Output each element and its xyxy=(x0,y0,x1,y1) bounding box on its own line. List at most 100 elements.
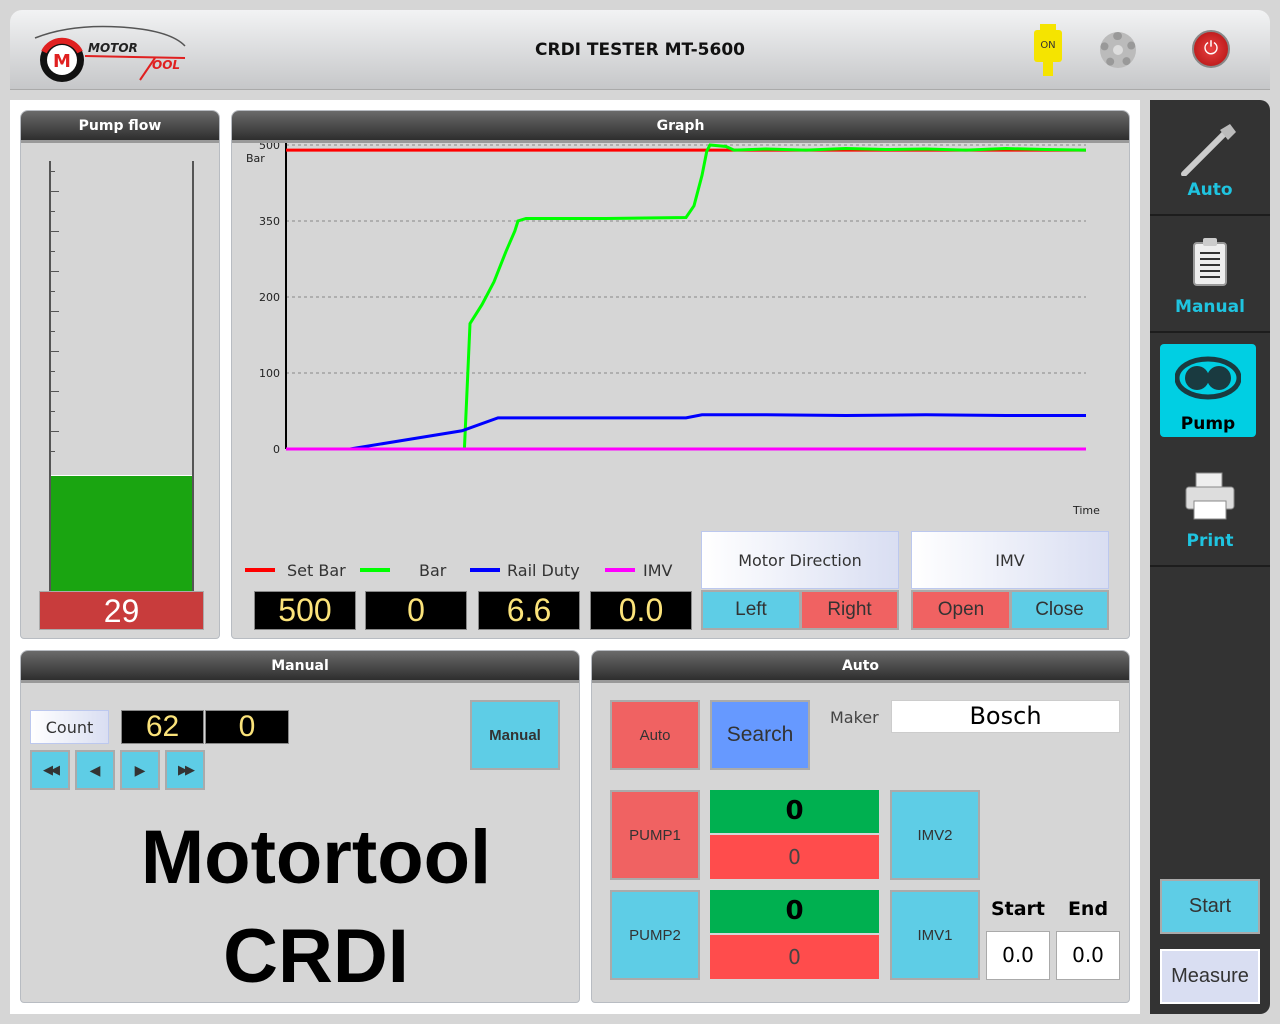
maker-field[interactable]: Bosch xyxy=(891,700,1120,733)
y-tick-label: 350 xyxy=(259,215,280,228)
end-value-field[interactable]: 0.0 xyxy=(1056,931,1120,980)
gauge-tick xyxy=(51,311,59,312)
set-bar-readout: 500 xyxy=(254,591,356,630)
prev-button[interactable]: ◀ xyxy=(75,750,115,790)
gauge-tick xyxy=(51,371,55,372)
legend-swatch-bar xyxy=(360,568,390,572)
legend-bar: Bar xyxy=(419,561,447,580)
imv-readout: 0.0 xyxy=(590,591,692,630)
search-button[interactable]: Search xyxy=(710,700,810,770)
svg-text:M: M xyxy=(53,51,71,72)
sidebar-item-manual[interactable]: Manual xyxy=(1150,217,1270,333)
imv-close-button[interactable]: Close xyxy=(1010,590,1109,630)
pump-icon xyxy=(1175,356,1241,400)
pump-flow-level-bar xyxy=(51,474,192,591)
sidebar-item-label: Pump xyxy=(1180,414,1236,434)
maker-label: Maker xyxy=(830,708,879,727)
right-button[interactable]: Right xyxy=(800,590,899,630)
end-label: End xyxy=(1067,898,1109,920)
panel-title: Manual xyxy=(21,651,579,683)
gear-icon[interactable] xyxy=(1100,32,1136,68)
gauge-tick xyxy=(51,211,55,212)
motortool-logo: M MOTOR OOL xyxy=(34,25,186,82)
gauge-tick xyxy=(51,191,59,192)
gauge-tick xyxy=(51,291,55,292)
pump-flow-value: 29 xyxy=(39,591,204,630)
gauge-tick xyxy=(51,411,55,412)
pump2-top-value: 0 xyxy=(710,890,879,933)
svg-text:OOL: OOL xyxy=(152,58,180,72)
gauge-tick xyxy=(51,351,59,352)
bar-readout: 0 xyxy=(365,591,467,630)
app-title: CRDI TESTER MT-5600 xyxy=(535,40,745,60)
sidebar-item-pump[interactable]: Pump xyxy=(1160,344,1256,437)
legend-swatch-rail-duty xyxy=(470,568,500,572)
count-value: 62 xyxy=(121,710,204,744)
usb-status: ON xyxy=(1034,30,1062,62)
legend-set-bar: Set Bar xyxy=(287,561,346,580)
gauge-tick xyxy=(51,451,55,452)
gauge-tick xyxy=(51,431,59,432)
y-axis-label: Bar xyxy=(246,152,265,165)
y-tick-label: 500 xyxy=(259,143,280,152)
sidebar-item-auto[interactable]: Auto xyxy=(1150,100,1270,216)
gauge-tick xyxy=(51,391,59,392)
sidebar-item-label: Manual xyxy=(1175,297,1245,317)
start-label: Start xyxy=(990,898,1046,920)
count-label: Count xyxy=(30,710,109,744)
y-tick-label: 200 xyxy=(259,291,280,304)
pump1-bottom-value: 0 xyxy=(710,835,879,879)
next-button[interactable]: ▶ xyxy=(120,750,160,790)
panel-title: Auto xyxy=(592,651,1129,683)
last-button[interactable]: ▶▶ xyxy=(165,750,205,790)
series-line-bar xyxy=(462,143,1087,451)
gauge-tick xyxy=(51,331,55,332)
y-tick-label: 0 xyxy=(273,443,280,456)
auto-button[interactable]: Auto xyxy=(610,700,700,770)
gauge-tick xyxy=(51,171,55,172)
imv-label: IMV xyxy=(911,531,1109,589)
pump-flow-panel: Pump flow 29 xyxy=(20,110,220,639)
sidebar-item-label: Auto xyxy=(1187,180,1233,200)
panel-title: Pump flow xyxy=(21,111,219,143)
start-value-field[interactable]: 0.0 xyxy=(986,931,1050,980)
count-value-2: 0 xyxy=(205,710,289,744)
left-button[interactable]: Left xyxy=(701,590,801,630)
start-button[interactable]: Start xyxy=(1160,879,1260,934)
clipboard-icon xyxy=(1193,238,1227,286)
imv-open-button[interactable]: Open xyxy=(911,590,1011,630)
pump2-button[interactable]: PUMP2 xyxy=(610,890,700,980)
rail-duty-readout: 6.6 xyxy=(478,591,580,630)
injector-icon xyxy=(1181,124,1236,176)
first-button[interactable]: ◀◀ xyxy=(30,750,70,790)
motor-direction-label: Motor Direction xyxy=(701,531,899,589)
sidebar-item-label: Print xyxy=(1186,531,1234,551)
gauge-tick xyxy=(51,251,55,252)
imv1-button[interactable]: IMV1 xyxy=(890,890,980,980)
imv2-button[interactable]: IMV2 xyxy=(890,790,980,880)
y-tick-label: 100 xyxy=(259,367,280,380)
legend-swatch-imv xyxy=(605,568,635,572)
legend-imv: IMV xyxy=(643,561,673,580)
gauge-tick xyxy=(51,271,59,272)
sidebar: Auto Manual Pump Print xyxy=(1150,100,1270,1014)
series-line-rail-duty xyxy=(349,413,1086,451)
graph-panel: Graph 0 100 200 350 500 Bar Time xyxy=(231,110,1130,639)
svg-text:MOTOR: MOTOR xyxy=(88,41,138,55)
pump1-button[interactable]: PUMP1 xyxy=(610,790,700,880)
pump1-top-value: 0 xyxy=(710,790,879,833)
panel-title: Graph xyxy=(232,111,1129,143)
gauge-tick xyxy=(51,231,59,232)
power-icon[interactable]: ⏻ xyxy=(1192,30,1230,68)
measure-button[interactable]: Measure xyxy=(1160,949,1260,1004)
pump2-bottom-value: 0 xyxy=(710,935,879,979)
legend-swatch-set-bar xyxy=(245,568,275,572)
x-axis-label: Time xyxy=(1072,504,1100,517)
usb-on-icon[interactable]: ON xyxy=(1034,22,1062,77)
sidebar-item-print[interactable]: Print xyxy=(1150,451,1270,567)
brand-line2: CRDI xyxy=(223,914,409,999)
manual-button[interactable]: Manual xyxy=(470,700,560,770)
printer-icon xyxy=(1185,472,1235,520)
brand-line1: Motortool xyxy=(140,815,492,900)
